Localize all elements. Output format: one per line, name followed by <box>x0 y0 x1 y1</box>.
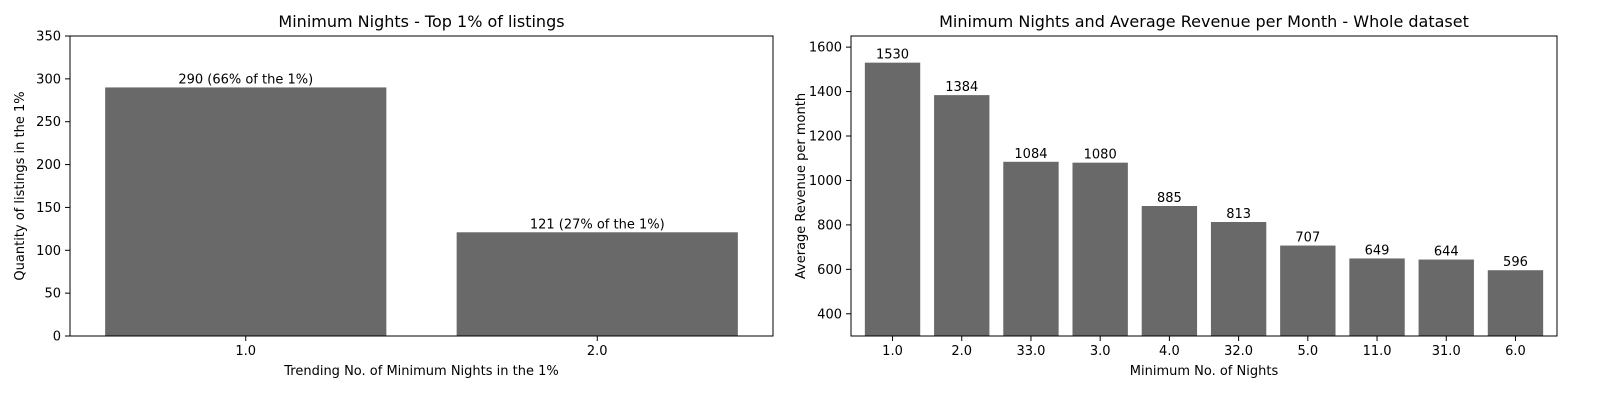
y-tick-label: 50 <box>44 287 61 302</box>
y-tick-label: 350 <box>36 30 61 45</box>
y-tick-label: 600 <box>817 263 842 278</box>
bar <box>934 95 990 336</box>
data-label: 290 (66% of the 1%) <box>178 72 313 87</box>
y-tick-label: 1400 <box>809 85 842 100</box>
x-tick-label: 3.0 <box>1090 344 1111 359</box>
x-tick-label: 11.0 <box>1363 344 1392 359</box>
data-label: 649 <box>1365 243 1390 258</box>
data-label: 707 <box>1295 231 1320 246</box>
x-tick-label: 33.0 <box>1016 344 1045 359</box>
data-label: 596 <box>1503 255 1528 270</box>
chart-2: 1530 1384 1084 1080 885 813 707 649 644 596 400 600… <box>794 12 1558 379</box>
bar <box>1349 258 1405 336</box>
y-tick-label: 300 <box>36 72 61 87</box>
x-tick-label: 2.0 <box>951 344 972 359</box>
data-label: 813 <box>1226 207 1251 222</box>
y-tick-label: 100 <box>36 244 61 259</box>
x-tick-label: 32.0 <box>1224 344 1253 359</box>
y-tick-label: 200 <box>36 158 61 173</box>
x-tick-label: 2.0 <box>587 344 608 359</box>
axes-frame <box>69 35 774 337</box>
x-tick-label: 31.0 <box>1432 344 1461 359</box>
axes-frame <box>850 35 1558 337</box>
data-label: 121 (27% of the 1%) <box>530 217 665 232</box>
y-axis-label: Quantity of listings in the 1% <box>13 91 28 280</box>
bar <box>1072 162 1128 336</box>
bar <box>1487 270 1544 336</box>
x-axis-label: Trending No. of Minimum Nights in the 1% <box>283 364 558 379</box>
x-tick-label: 4.0 <box>1159 344 1180 359</box>
bar <box>864 62 921 337</box>
y-tick-label: 0 <box>53 330 61 345</box>
x-tick-label: 1.0 <box>882 344 903 359</box>
data-label: 1384 <box>945 80 978 95</box>
y-tick-label: 1000 <box>809 174 842 189</box>
x-tick-label: 5.0 <box>1297 344 1318 359</box>
data-label: 1530 <box>876 48 909 63</box>
chart-1: 290 (66% of the 1%) 121 (27% of the 1%) 0 5… <box>13 12 774 379</box>
y-tick-label: 400 <box>817 307 842 322</box>
data-label: 1084 <box>1014 147 1047 162</box>
x-tick-label: 6.0 <box>1505 344 1526 359</box>
bar <box>1210 222 1267 336</box>
chart-title: Minimum Nights - Top 1% of listings <box>278 12 564 31</box>
data-label: 885 <box>1157 191 1182 206</box>
bar <box>1141 206 1198 336</box>
y-tick-label: 1200 <box>809 130 842 145</box>
y-tick-label: 150 <box>36 201 61 216</box>
chart-title: Minimum Nights and Average Revenue per M… <box>939 12 1469 31</box>
y-tick-label: 1600 <box>809 41 842 56</box>
y-tick-label: 250 <box>36 115 61 130</box>
bar <box>1418 259 1474 336</box>
y-axis-label: Average Revenue per month <box>794 93 809 279</box>
bar <box>105 87 387 336</box>
data-label: 644 <box>1434 245 1459 260</box>
x-tick-label: 1.0 <box>235 344 256 359</box>
bar <box>1003 161 1059 336</box>
bar <box>456 232 738 336</box>
y-tick-label: 800 <box>817 218 842 233</box>
bar <box>1280 245 1336 336</box>
data-label: 1080 <box>1084 148 1117 163</box>
x-axis-label: Minimum No. of Nights <box>1130 364 1279 379</box>
